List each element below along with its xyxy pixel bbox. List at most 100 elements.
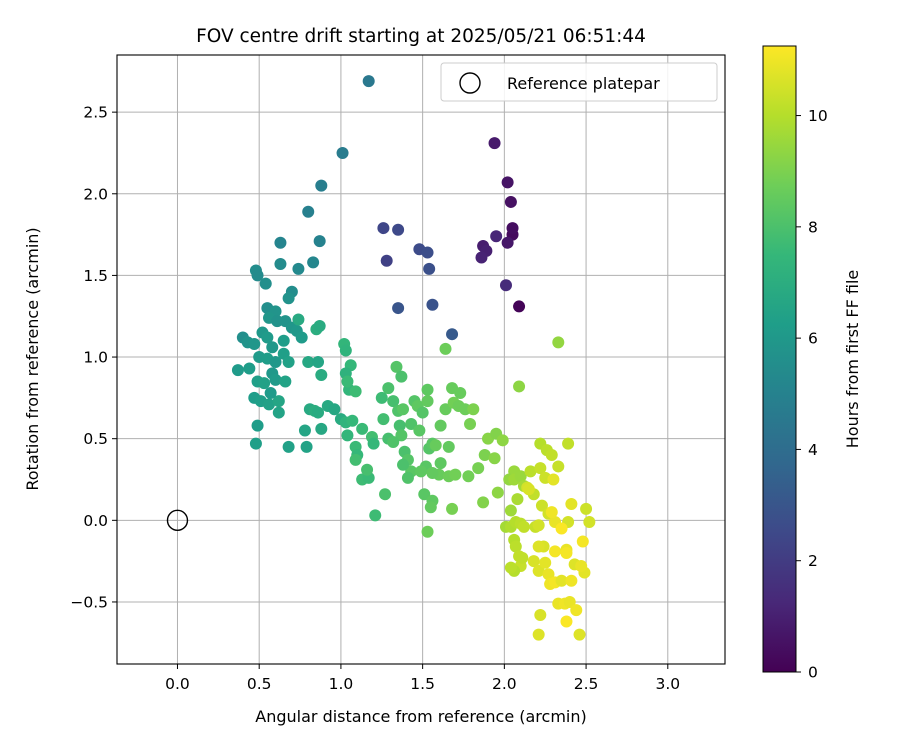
- data-point: [467, 403, 480, 416]
- data-point: [478, 449, 491, 462]
- data-point: [511, 493, 524, 506]
- x-axis-ticks: 0.0 0.5 1.0 1.5 2.0 2.5 3.0: [165, 664, 680, 693]
- colorbar-gradient: [762, 45, 797, 673]
- data-point: [555, 574, 568, 587]
- chart-title: FOV centre drift starting at 2025/05/21 …: [196, 26, 646, 47]
- data-point: [282, 355, 295, 368]
- data-point: [583, 515, 596, 528]
- legend-reference-marker: [459, 72, 481, 94]
- data-point: [532, 564, 545, 577]
- data-point: [549, 545, 562, 558]
- data-point: [313, 320, 326, 333]
- data-point: [264, 386, 277, 399]
- data-point: [272, 406, 285, 419]
- data-point: [462, 470, 475, 483]
- data-point: [426, 466, 439, 479]
- data-point: [539, 556, 552, 569]
- data-point: [421, 383, 434, 396]
- data-point: [277, 334, 290, 347]
- data-point: [392, 223, 405, 236]
- data-point: [401, 471, 414, 484]
- y-tick-label: −0.5: [70, 593, 108, 611]
- data-point: [251, 269, 264, 282]
- data-point: [390, 360, 403, 373]
- data-point: [426, 298, 439, 311]
- data-point: [269, 355, 282, 368]
- y-axis-ticks: −0.5 0.0 0.5 1.0 1.5 2.0 2.5: [70, 104, 117, 611]
- data-point: [251, 419, 264, 432]
- data-point: [377, 222, 390, 235]
- colorbar-tick-label: 6: [808, 330, 818, 348]
- data-point: [434, 457, 447, 470]
- data-point: [415, 465, 427, 478]
- data-point: [295, 331, 308, 344]
- data-point: [272, 395, 285, 408]
- data-point: [547, 473, 560, 486]
- data-point: [501, 236, 514, 249]
- data-point: [576, 535, 589, 548]
- data-point: [418, 488, 431, 501]
- y-tick-label: 1.5: [83, 267, 108, 285]
- data-point: [499, 279, 512, 292]
- y-tick-label: 1.0: [83, 349, 108, 367]
- data-point: [575, 560, 588, 573]
- data-point: [279, 375, 292, 388]
- data-point: [563, 595, 576, 608]
- data-point: [552, 460, 565, 473]
- data-point: [552, 336, 565, 349]
- data-point: [449, 468, 462, 481]
- data-point: [535, 499, 548, 512]
- y-tick-label: 2.5: [83, 104, 108, 122]
- data-point: [555, 522, 568, 535]
- data-point: [312, 355, 325, 368]
- data-point: [504, 195, 517, 208]
- data-point: [514, 470, 527, 483]
- data-point: [380, 254, 393, 267]
- data-point: [560, 546, 573, 559]
- data-point: [369, 509, 382, 522]
- data-point: [477, 496, 490, 509]
- legend-entry-reference: Reference platepar: [507, 74, 660, 93]
- x-tick-label: 3.0: [655, 675, 680, 693]
- data-point: [580, 502, 593, 515]
- data-point: [395, 370, 408, 383]
- data-point: [274, 236, 287, 249]
- colorbar-tick-label: 2: [808, 552, 818, 570]
- data-point: [387, 435, 400, 448]
- data-point: [375, 391, 388, 404]
- y-tick-label: 2.0: [83, 185, 108, 203]
- legend-box: [440, 62, 718, 102]
- data-point: [573, 628, 586, 641]
- data-point: [429, 439, 442, 452]
- data-point: [397, 403, 410, 416]
- data-point: [258, 377, 271, 390]
- data-point: [522, 483, 535, 496]
- data-point: [513, 380, 526, 393]
- data-point: [336, 146, 349, 159]
- data-point: [513, 300, 526, 313]
- data-point: [421, 246, 434, 259]
- data-point: [532, 540, 545, 553]
- data-point: [423, 262, 436, 275]
- data-point: [496, 434, 509, 447]
- data-point: [339, 344, 352, 357]
- data-point: [570, 604, 583, 617]
- data-point: [472, 462, 485, 475]
- data-point: [421, 525, 434, 538]
- data-point: [243, 362, 256, 375]
- data-point: [249, 437, 262, 450]
- data-point: [379, 488, 392, 501]
- data-point: [302, 355, 315, 368]
- data-point: [282, 440, 295, 453]
- data-point: [307, 256, 320, 269]
- data-point: [361, 463, 374, 476]
- data-point: [349, 385, 362, 398]
- data-point: [312, 406, 325, 419]
- data-point: [504, 504, 517, 517]
- data-point: [346, 414, 359, 427]
- data-point: [292, 262, 305, 275]
- x-tick-label: 1.0: [329, 675, 354, 693]
- data-point: [542, 568, 555, 581]
- data-point: [501, 176, 514, 189]
